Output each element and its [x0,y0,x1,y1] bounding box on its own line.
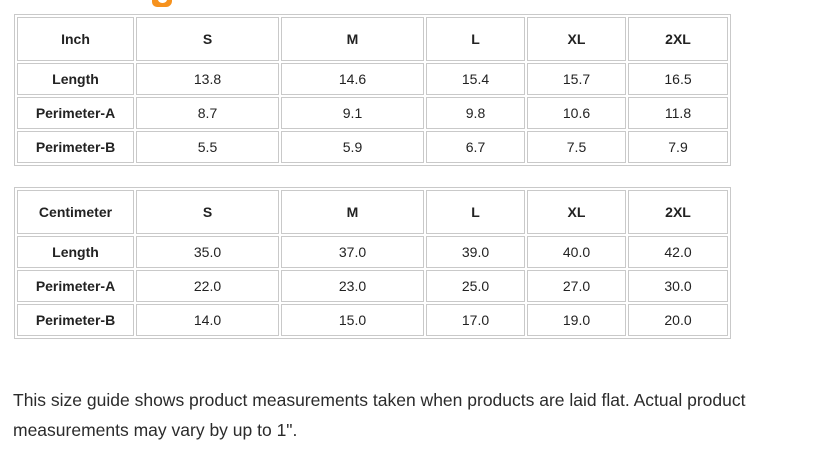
size-header-cell: XL [527,190,626,234]
value-cell: 9.8 [426,97,525,129]
table-row: Perimeter-B 14.0 15.0 17.0 19.0 20.0 [17,304,728,336]
value-cell: 10.6 [527,97,626,129]
size-header-cell: M [281,190,424,234]
size-table-inch: Inch S M L XL 2XL Length 13.8 14.6 15.4 … [14,14,731,166]
partial-heading-letter [152,0,172,7]
table-row: Perimeter-B 5.5 5.9 6.7 7.5 7.9 [17,131,728,163]
value-cell: 20.0 [628,304,728,336]
size-header-cell: 2XL [628,190,728,234]
size-guide-content: Inch S M L XL 2XL Length 13.8 14.6 15.4 … [13,14,799,445]
value-cell: 5.5 [136,131,279,163]
value-cell: 25.0 [426,270,525,302]
value-cell: 14.6 [281,63,424,95]
value-cell: 23.0 [281,270,424,302]
table-row: Perimeter-A 8.7 9.1 9.8 10.6 11.8 [17,97,728,129]
value-cell: 42.0 [628,236,728,268]
value-cell: 7.9 [628,131,728,163]
value-cell: 19.0 [527,304,626,336]
value-cell: 8.7 [136,97,279,129]
value-cell: 30.0 [628,270,728,302]
value-cell: 17.0 [426,304,525,336]
row-label-cell: Perimeter-B [17,131,134,163]
row-label-cell: Perimeter-B [17,304,134,336]
size-table-centimeter: Centimeter S M L XL 2XL Length 35.0 37.0… [14,187,731,339]
table-row: Length 13.8 14.6 15.4 15.7 16.5 [17,63,728,95]
value-cell: 11.8 [628,97,728,129]
table-row: Length 35.0 37.0 39.0 40.0 42.0 [17,236,728,268]
value-cell: 15.4 [426,63,525,95]
row-label-cell: Length [17,236,134,268]
table-header-row: Centimeter S M L XL 2XL [17,190,728,234]
value-cell: 6.7 [426,131,525,163]
value-cell: 9.1 [281,97,424,129]
value-cell: 7.5 [527,131,626,163]
letter-counter [158,0,167,3]
value-cell: 16.5 [628,63,728,95]
size-header-cell: 2XL [628,17,728,61]
value-cell: 15.0 [281,304,424,336]
size-header-cell: S [136,17,279,61]
size-header-cell: XL [527,17,626,61]
size-guide-note: This size guide shows product measuremen… [13,390,746,440]
size-header-cell: S [136,190,279,234]
row-label-cell: Perimeter-A [17,97,134,129]
row-label-cell: Perimeter-A [17,270,134,302]
value-cell: 5.9 [281,131,424,163]
value-cell: 22.0 [136,270,279,302]
value-cell: 27.0 [527,270,626,302]
value-cell: 13.8 [136,63,279,95]
unit-header-cell: Inch [17,17,134,61]
value-cell: 15.7 [527,63,626,95]
table-row: Perimeter-A 22.0 23.0 25.0 27.0 30.0 [17,270,728,302]
row-label-cell: Length [17,63,134,95]
size-header-cell: L [426,17,525,61]
table-header-row: Inch S M L XL 2XL [17,17,728,61]
size-header-cell: M [281,17,424,61]
value-cell: 40.0 [527,236,626,268]
value-cell: 37.0 [281,236,424,268]
value-cell: 39.0 [426,236,525,268]
value-cell: 35.0 [136,236,279,268]
value-cell: 14.0 [136,304,279,336]
unit-header-cell: Centimeter [17,190,134,234]
size-header-cell: L [426,190,525,234]
